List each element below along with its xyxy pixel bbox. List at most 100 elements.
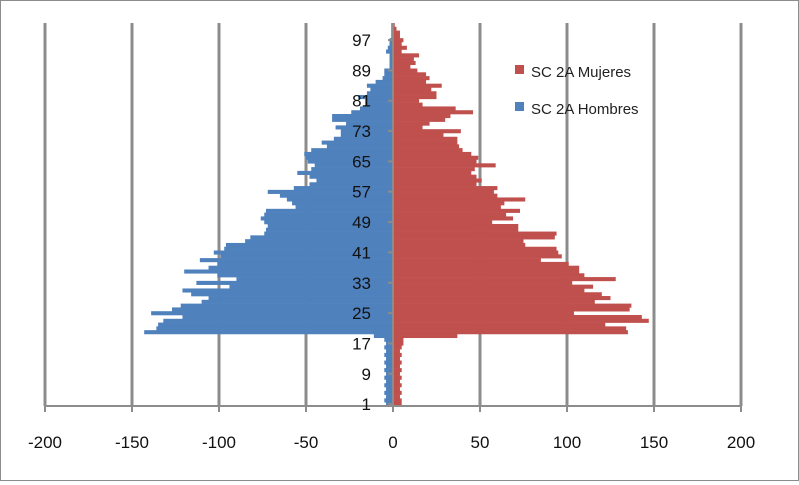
bar-hombres xyxy=(384,368,393,373)
bar-mujeres xyxy=(393,326,627,331)
bar-mujeres xyxy=(393,341,404,346)
bar-mujeres xyxy=(393,235,555,240)
bar-hombres xyxy=(389,53,393,58)
bar-mujeres xyxy=(393,79,427,84)
x-tick-label: 0 xyxy=(388,433,397,452)
bar-hombres xyxy=(386,364,393,369)
y-tick-label: 33 xyxy=(352,274,371,293)
bar-mujeres xyxy=(393,277,616,282)
bar-mujeres xyxy=(393,186,498,191)
bar-hombres xyxy=(382,76,393,81)
bar-mujeres xyxy=(393,216,514,221)
bar-hombres xyxy=(359,106,393,111)
bar-hombres xyxy=(365,102,393,107)
bar-hombres xyxy=(264,212,393,217)
bar-hombres xyxy=(384,72,393,77)
y-tick-label: 25 xyxy=(352,304,371,323)
bar-hombres xyxy=(332,117,393,122)
x-tick-label: 50 xyxy=(471,433,490,452)
bar-hombres xyxy=(384,345,393,350)
bar-hombres xyxy=(373,333,393,339)
bar-hombres xyxy=(201,299,393,304)
bar-mujeres xyxy=(393,318,649,323)
y-tick-label: 89 xyxy=(352,61,371,80)
bar-hombres xyxy=(267,189,393,194)
bar-mujeres xyxy=(393,102,423,107)
bar-hombres xyxy=(375,79,393,84)
bar-mujeres xyxy=(393,292,602,297)
bar-hombres xyxy=(387,45,393,50)
bar-mujeres xyxy=(393,280,573,285)
bar-hombres xyxy=(151,311,393,316)
bar-mujeres xyxy=(393,303,632,308)
bar-hombres xyxy=(229,284,393,289)
bar-mujeres xyxy=(393,163,496,168)
bar-hombres xyxy=(307,159,393,164)
bar-hombres xyxy=(309,182,393,187)
bar-hombres xyxy=(384,375,393,380)
bar-hombres xyxy=(384,398,393,403)
bar-mujeres xyxy=(393,140,458,145)
bar-mujeres xyxy=(393,242,526,248)
bar-mujeres xyxy=(393,49,402,54)
bar-hombres xyxy=(384,360,393,365)
bar-mujeres xyxy=(393,38,404,43)
bar-hombres xyxy=(182,288,393,293)
y-tick-label: 57 xyxy=(352,183,371,202)
bar-mujeres xyxy=(393,53,420,58)
bar-hombres xyxy=(267,223,393,229)
bar-mujeres xyxy=(393,402,402,407)
bar-hombres xyxy=(184,269,393,274)
bar-mujeres xyxy=(393,106,456,111)
bar-mujeres xyxy=(393,114,451,119)
bar-hombres xyxy=(306,155,393,160)
series-hombres xyxy=(144,23,393,407)
bar-hombres xyxy=(156,326,393,331)
bar-mujeres xyxy=(393,159,477,164)
bar-mujeres xyxy=(393,314,642,320)
bar-mujeres xyxy=(393,356,400,361)
bar-mujeres xyxy=(393,205,501,210)
bar-hombres xyxy=(340,132,393,138)
bar-hombres xyxy=(265,208,393,213)
bar-mujeres xyxy=(393,368,402,373)
bar-mujeres xyxy=(393,273,585,278)
bar-mujeres xyxy=(393,151,472,157)
bar-hombres xyxy=(389,41,393,47)
bar-hombres xyxy=(335,125,393,130)
bar-mujeres xyxy=(393,307,630,312)
bar-hombres xyxy=(314,163,393,168)
bar-mujeres xyxy=(393,182,477,187)
bar-mujeres xyxy=(393,144,460,149)
x-tick-label: 200 xyxy=(727,433,755,452)
bar-hombres xyxy=(172,307,393,312)
legend: SC 2A Mujeres SC 2A Hombres xyxy=(515,64,639,118)
bar-mujeres xyxy=(393,258,541,263)
bar-mujeres xyxy=(393,208,521,213)
legend-label-hombres: SC 2A Hombres xyxy=(531,101,639,118)
bar-hombres xyxy=(220,254,393,259)
bar-hombres xyxy=(384,352,393,357)
bar-mujeres xyxy=(393,311,574,316)
bar-hombres xyxy=(311,148,393,153)
bar-mujeres xyxy=(393,129,461,134)
x-tick-label: -200 xyxy=(28,433,62,452)
bar-hombres xyxy=(384,390,393,395)
bar-hombres xyxy=(316,178,393,183)
bar-hombres xyxy=(386,356,393,361)
y-tick-label: 97 xyxy=(352,31,371,50)
bar-mujeres xyxy=(393,220,493,225)
bar-hombres xyxy=(321,140,393,145)
bar-mujeres xyxy=(393,227,519,232)
bar-mujeres xyxy=(393,136,458,141)
bar-mujeres xyxy=(393,371,400,376)
bar-mujeres xyxy=(393,333,458,339)
bar-hombres xyxy=(366,83,393,88)
bar-mujeres xyxy=(393,379,400,384)
bar-hombres xyxy=(386,379,393,384)
bar-mujeres xyxy=(393,254,562,259)
bar-hombres xyxy=(236,277,393,282)
bar-hombres xyxy=(386,387,393,392)
bar-mujeres xyxy=(393,170,472,175)
